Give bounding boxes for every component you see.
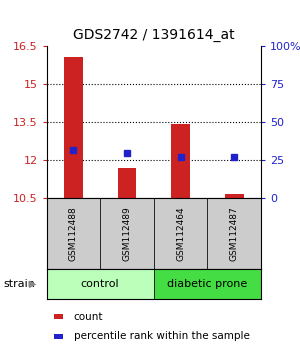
Text: GSM112487: GSM112487 — [230, 206, 239, 261]
Text: count: count — [74, 312, 103, 322]
Title: GDS2742 / 1391614_at: GDS2742 / 1391614_at — [73, 28, 235, 42]
Text: GSM112488: GSM112488 — [69, 206, 78, 261]
Bar — [118, 168, 136, 198]
Bar — [154, 198, 207, 269]
Text: GSM112489: GSM112489 — [122, 206, 131, 261]
Text: ▶: ▶ — [28, 279, 36, 289]
Text: diabetic prone: diabetic prone — [167, 279, 247, 289]
Text: GSM112464: GSM112464 — [176, 206, 185, 261]
Bar — [207, 198, 261, 269]
Bar — [54, 333, 63, 339]
Bar — [100, 198, 154, 269]
Text: strain: strain — [3, 279, 35, 289]
Text: control: control — [81, 279, 119, 289]
Bar — [64, 57, 83, 198]
Bar — [54, 314, 63, 319]
Bar — [171, 124, 190, 198]
Bar — [225, 194, 244, 198]
Bar — [46, 198, 100, 269]
Text: percentile rank within the sample: percentile rank within the sample — [74, 331, 249, 342]
Bar — [154, 269, 261, 299]
Bar — [46, 269, 154, 299]
